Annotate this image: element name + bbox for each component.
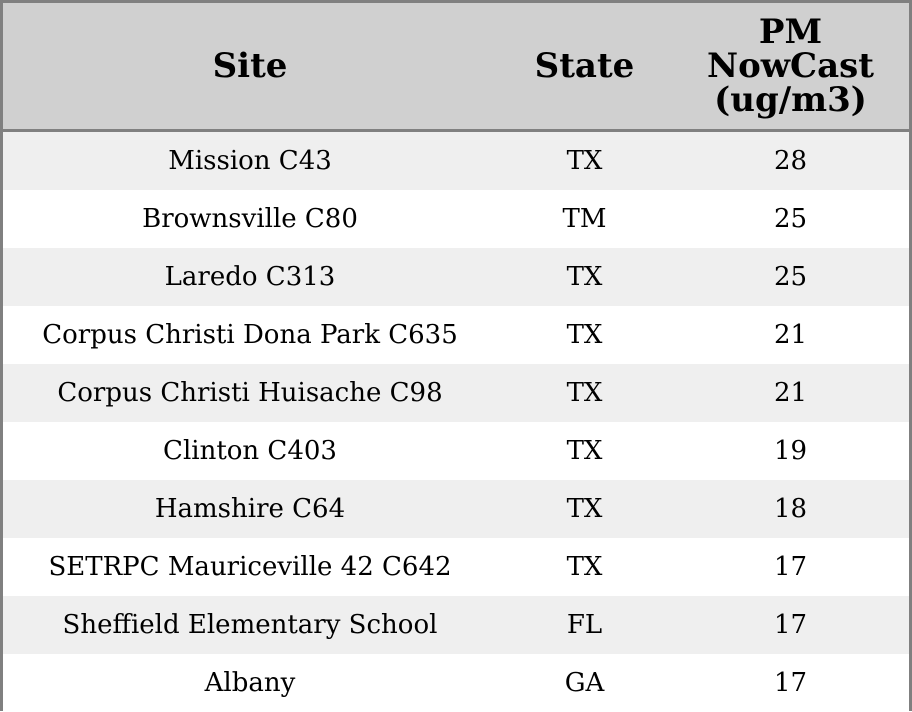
table-row: Albany GA 17 [3, 654, 909, 712]
cell-pm-value: 17 [773, 552, 808, 582]
cell-pm-value: 17 [773, 610, 808, 640]
cell-state: TX [566, 552, 603, 582]
cell-site: Corpus Christi Dona Park C635 [42, 320, 458, 350]
cell-state: GA [564, 668, 605, 698]
table-row: Clinton C403 TX 19 [3, 422, 909, 480]
cell-state: FL [566, 610, 603, 640]
cell-site: Hamshire C64 [154, 494, 346, 524]
cell-site: SETRPC Mauriceville 42 C642 [48, 552, 452, 582]
table-row: Mission C43 TX 28 [3, 132, 909, 190]
cell-state: TX [566, 262, 603, 292]
table-header: Site State PM NowCast (ug/m3) [3, 3, 909, 132]
table-row: Corpus Christi Dona Park C635 TX 21 [3, 306, 909, 364]
cell-state: TX [566, 378, 603, 408]
cell-site: Mission C43 [168, 146, 332, 176]
cell-state: TM [562, 204, 607, 234]
cell-state: TX [566, 436, 603, 466]
header-site: Site [212, 46, 288, 86]
header-state: State [534, 46, 635, 86]
cell-pm-value: 18 [773, 494, 808, 524]
header-pm-line1: PM [758, 12, 823, 52]
table-row: SETRPC Mauriceville 42 C642 TX 17 [3, 538, 909, 596]
cell-site: Sheffield Elementary School [62, 610, 438, 640]
table-row: Laredo C313 TX 25 [3, 248, 909, 306]
header-pm-nowcast: PM NowCast (ug/m3) [672, 3, 909, 129]
table-body: Mission C43 TX 28 Brownsville C80 TM 25 Laredo… [3, 132, 909, 712]
cell-pm-value: 25 [773, 204, 808, 234]
cell-pm-value: 17 [773, 668, 808, 698]
table-row: Corpus Christi Huisache C98 TX 21 [3, 364, 909, 422]
table-row: Brownsville C80 TM 25 [3, 190, 909, 248]
cell-state: TX [566, 146, 603, 176]
cell-pm-value: 28 [773, 146, 808, 176]
cell-state: TX [566, 494, 603, 524]
cell-site: Clinton C403 [163, 436, 337, 466]
cell-site: Albany [204, 668, 296, 698]
header-pm-line2: NowCast [707, 46, 874, 86]
cell-pm-value: 21 [773, 320, 808, 350]
table-row: Hamshire C64 TX 18 [3, 480, 909, 538]
cell-pm-value: 21 [773, 378, 808, 408]
cell-state: TX [566, 320, 603, 350]
cell-site: Laredo C313 [164, 262, 336, 292]
cell-site: Brownsville C80 [142, 204, 358, 234]
header-pm-line3: (ug/m3) [714, 80, 867, 120]
cell-pm-value: 19 [773, 436, 808, 466]
cell-pm-value: 25 [773, 262, 808, 292]
cell-site: Corpus Christi Huisache C98 [57, 378, 443, 408]
table-row: Sheffield Elementary School FL 17 [3, 596, 909, 654]
